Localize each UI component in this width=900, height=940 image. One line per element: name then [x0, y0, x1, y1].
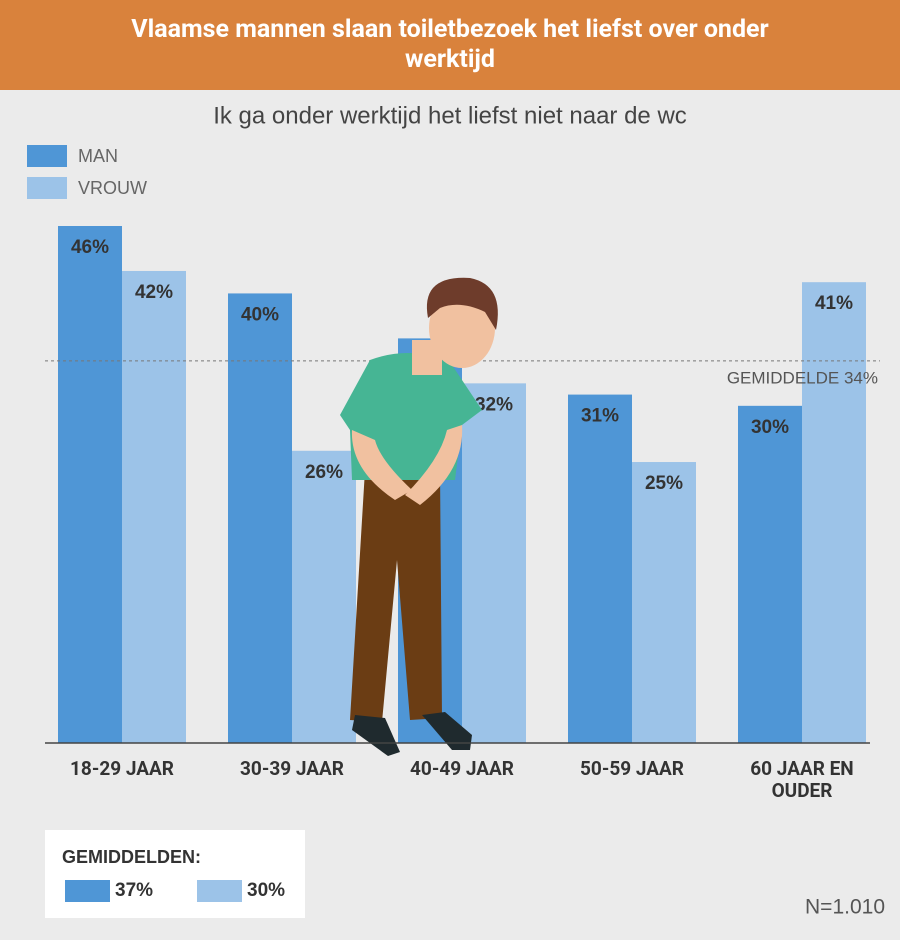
value-label: 32% — [475, 394, 513, 415]
x-tick-label: 40-49 JAAR — [410, 757, 514, 780]
bar — [568, 394, 632, 743]
bar — [632, 462, 696, 743]
bar — [738, 405, 802, 743]
value-label: 41% — [815, 293, 853, 314]
header: Vlaamse mannen slaan toiletbezoek het li… — [0, 0, 900, 90]
average-label: 37% — [115, 880, 153, 901]
value-label: 42% — [135, 282, 173, 303]
chart-title: Vlaamse mannen slaan toiletbezoek het li… — [131, 15, 769, 74]
legend-swatch — [27, 145, 67, 167]
averages-title: GEMIDDELDEN: — [62, 847, 201, 867]
x-tick-label: 50-59 JAAR — [580, 757, 684, 780]
average-swatch — [65, 880, 110, 902]
value-label: 40% — [241, 304, 279, 325]
value-label: 46% — [71, 237, 109, 258]
averages-box — [45, 830, 305, 918]
reference-label: GEMIDDELDE 34% — [727, 368, 878, 387]
x-tick-label: 30-39 JAAR — [240, 757, 344, 780]
bar — [122, 270, 186, 743]
value-label: 30% — [751, 417, 789, 438]
x-tick-label: 18-29 JAAR — [70, 757, 174, 780]
value-label: 25% — [645, 473, 683, 494]
subtitle: Ik ga onder werktijd het liefst niet naa… — [213, 102, 687, 129]
x-tick-label: 60 JAAR EN OUDER — [750, 757, 854, 802]
legend-label: VROUW — [78, 178, 147, 198]
value-label: 26% — [305, 462, 343, 483]
value-label: 31% — [581, 406, 619, 427]
average-label: 30% — [247, 880, 285, 901]
bar — [802, 282, 866, 743]
legend-label: MAN — [78, 146, 118, 166]
illustration — [340, 277, 498, 756]
bar — [228, 293, 292, 743]
sample-note: N=1.010 — [805, 896, 885, 919]
bar — [462, 383, 526, 743]
bar — [292, 450, 356, 743]
average-swatch — [197, 880, 242, 902]
legend-swatch — [27, 177, 67, 199]
bar — [58, 226, 122, 743]
